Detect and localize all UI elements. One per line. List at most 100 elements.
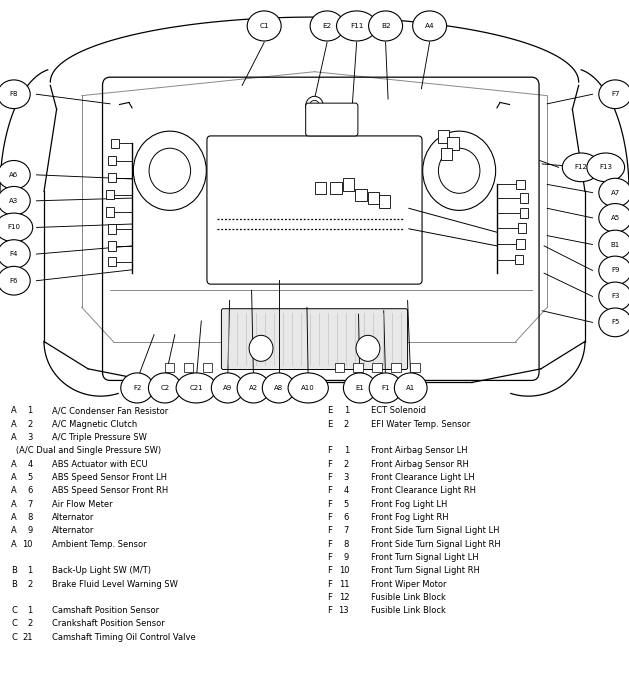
Text: A: A	[11, 406, 17, 415]
Text: 3: 3	[27, 433, 33, 442]
Text: F: F	[327, 579, 332, 589]
Ellipse shape	[599, 230, 629, 259]
Text: Front Side Turn Signal Light RH: Front Side Turn Signal Light RH	[371, 540, 501, 548]
Text: Camshaft Timing Oil Control Valve: Camshaft Timing Oil Control Valve	[52, 632, 196, 642]
Text: 10: 10	[22, 540, 33, 548]
Text: 12: 12	[338, 593, 349, 602]
Text: F: F	[327, 500, 332, 509]
Text: Ambient Temp. Sensor: Ambient Temp. Sensor	[52, 540, 146, 548]
FancyBboxPatch shape	[108, 156, 116, 165]
Ellipse shape	[0, 186, 30, 215]
FancyBboxPatch shape	[520, 208, 528, 218]
FancyBboxPatch shape	[111, 139, 119, 148]
Text: Front Fog Light RH: Front Fog Light RH	[371, 513, 448, 522]
Text: Front Side Turn Signal Light LH: Front Side Turn Signal Light LH	[371, 526, 499, 535]
Text: A5: A5	[611, 215, 620, 221]
Text: Crankshaft Position Sensor: Crankshaft Position Sensor	[52, 619, 164, 628]
Text: Fusible Link Block: Fusible Link Block	[371, 607, 446, 615]
Circle shape	[309, 100, 320, 111]
FancyBboxPatch shape	[165, 363, 174, 372]
Circle shape	[438, 148, 480, 193]
Text: A9: A9	[223, 385, 232, 391]
FancyBboxPatch shape	[447, 137, 459, 150]
Text: Camshaft Position Sensor: Camshaft Position Sensor	[52, 607, 159, 615]
Text: Front Clearance Light LH: Front Clearance Light LH	[371, 473, 475, 482]
Text: 9: 9	[28, 526, 33, 535]
FancyBboxPatch shape	[106, 207, 114, 217]
FancyBboxPatch shape	[314, 182, 326, 194]
Text: F11: F11	[350, 23, 364, 29]
Text: F12: F12	[575, 165, 587, 170]
Text: E2: E2	[323, 23, 331, 29]
FancyBboxPatch shape	[516, 239, 525, 249]
Text: Front Airbag Sensor RH: Front Airbag Sensor RH	[371, 460, 469, 469]
Text: Back-Up Light SW (M/T): Back-Up Light SW (M/T)	[52, 566, 150, 575]
Text: 2: 2	[28, 579, 33, 589]
Ellipse shape	[562, 153, 600, 182]
Text: A/C Condenser Fan Resistor: A/C Condenser Fan Resistor	[52, 406, 168, 415]
Ellipse shape	[394, 373, 427, 403]
Text: ABS Speed Sensor Front LH: ABS Speed Sensor Front LH	[52, 473, 167, 482]
Ellipse shape	[369, 373, 402, 403]
Text: 2: 2	[344, 460, 349, 469]
Text: C: C	[11, 619, 17, 628]
Text: 1: 1	[28, 566, 33, 575]
Text: A8: A8	[274, 385, 283, 391]
FancyBboxPatch shape	[330, 182, 342, 194]
Text: F: F	[327, 566, 332, 575]
Text: Alternator: Alternator	[52, 526, 94, 535]
Text: 4: 4	[28, 460, 33, 469]
Text: ABS Speed Sensor Front RH: ABS Speed Sensor Front RH	[52, 486, 168, 495]
Ellipse shape	[148, 373, 181, 403]
Ellipse shape	[288, 373, 328, 403]
Text: 11: 11	[338, 579, 349, 589]
Text: 9: 9	[344, 553, 349, 562]
Text: 1: 1	[344, 406, 349, 415]
FancyBboxPatch shape	[391, 363, 401, 372]
Text: Fusible Link Block: Fusible Link Block	[371, 593, 446, 602]
Text: A10: A10	[301, 385, 315, 391]
Text: 7: 7	[27, 500, 33, 509]
Ellipse shape	[413, 11, 447, 41]
Text: A: A	[11, 419, 17, 429]
Text: 2: 2	[344, 419, 349, 429]
Text: Front Wiper Motor: Front Wiper Motor	[371, 579, 447, 589]
FancyBboxPatch shape	[441, 148, 452, 160]
Text: C1: C1	[259, 23, 269, 29]
FancyBboxPatch shape	[221, 309, 408, 370]
Text: F2: F2	[133, 385, 142, 391]
Ellipse shape	[337, 11, 377, 41]
FancyBboxPatch shape	[108, 257, 116, 266]
Ellipse shape	[599, 256, 629, 285]
FancyBboxPatch shape	[368, 192, 379, 204]
Text: E1: E1	[355, 385, 364, 391]
Ellipse shape	[599, 282, 629, 311]
Text: F4: F4	[9, 251, 18, 257]
FancyBboxPatch shape	[379, 195, 390, 208]
FancyBboxPatch shape	[108, 173, 116, 182]
Ellipse shape	[247, 11, 281, 41]
Text: A3: A3	[9, 198, 18, 204]
Text: F6: F6	[9, 278, 18, 283]
Text: F: F	[327, 513, 332, 522]
FancyBboxPatch shape	[372, 363, 382, 372]
Text: F7: F7	[611, 92, 620, 97]
FancyBboxPatch shape	[515, 255, 523, 264]
FancyBboxPatch shape	[306, 103, 358, 136]
Text: B1: B1	[611, 242, 620, 247]
Text: A6: A6	[9, 172, 18, 178]
Text: 10: 10	[338, 566, 349, 575]
Text: 1: 1	[344, 447, 349, 456]
Text: A: A	[11, 500, 17, 509]
Text: 7: 7	[343, 526, 349, 535]
Ellipse shape	[599, 308, 629, 337]
Circle shape	[133, 131, 206, 210]
Text: F: F	[327, 553, 332, 562]
Text: (A/C Dual and Single Pressure SW): (A/C Dual and Single Pressure SW)	[8, 447, 161, 456]
Ellipse shape	[176, 373, 216, 403]
Text: B: B	[11, 579, 17, 589]
Ellipse shape	[587, 153, 625, 182]
Ellipse shape	[237, 373, 270, 403]
Text: 8: 8	[27, 513, 33, 522]
Circle shape	[249, 335, 273, 361]
